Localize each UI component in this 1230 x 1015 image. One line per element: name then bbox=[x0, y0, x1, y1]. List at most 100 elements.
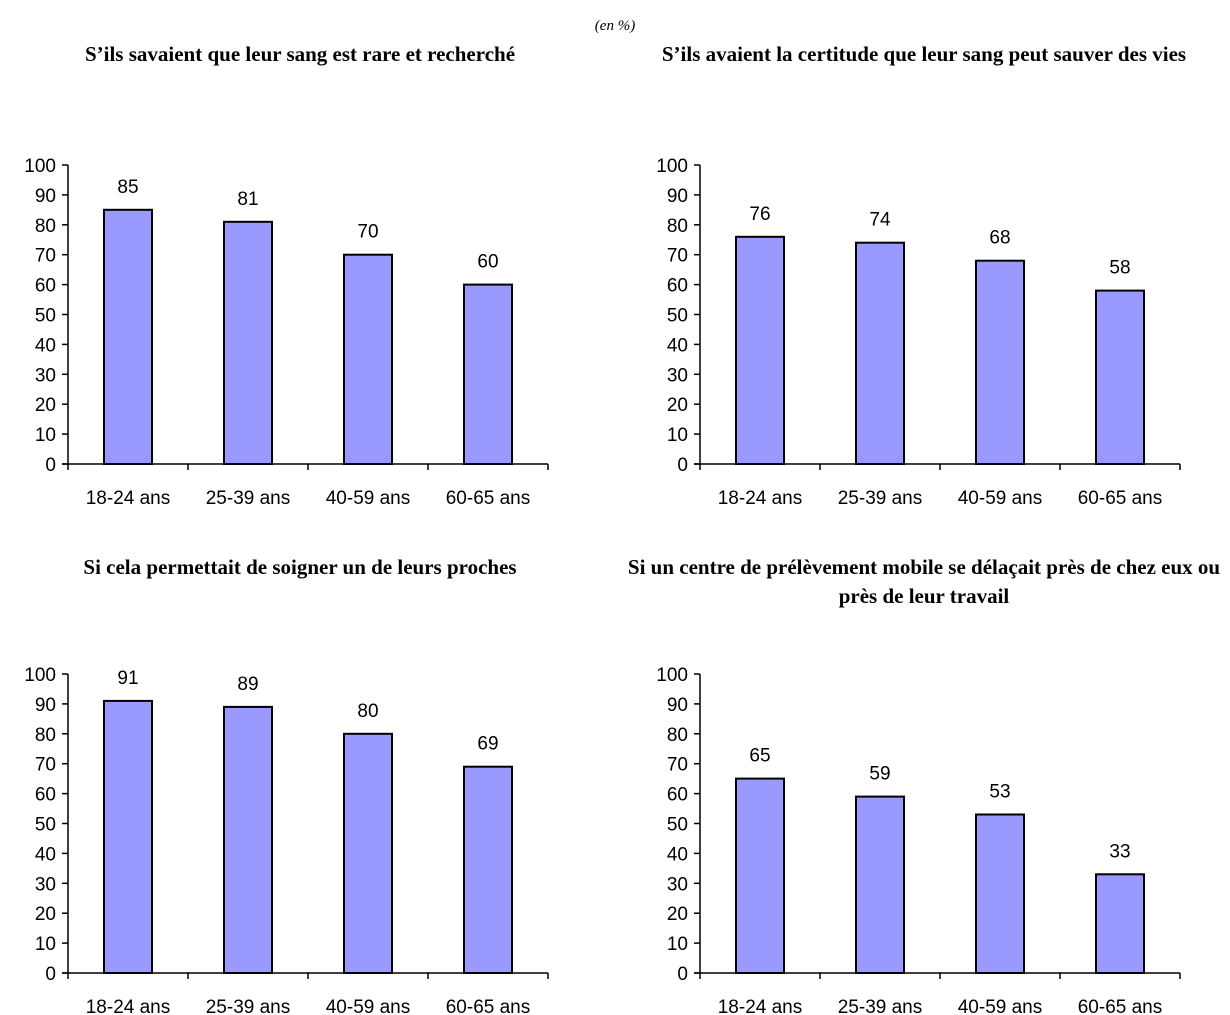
y-tick-label: 40 bbox=[667, 335, 688, 356]
bar bbox=[975, 813, 1025, 974]
bar bbox=[463, 765, 513, 975]
y-tick-label: 30 bbox=[35, 874, 56, 895]
y-tick-label: 100 bbox=[24, 156, 56, 177]
y-tick-label: 30 bbox=[667, 874, 688, 895]
y-tick-label: 20 bbox=[667, 395, 688, 416]
data-label: 65 bbox=[749, 746, 770, 767]
y-tick-label: 90 bbox=[667, 186, 688, 207]
y-tick-label: 100 bbox=[656, 665, 688, 686]
y-tick-label: 0 bbox=[677, 964, 688, 985]
x-tick-label: 25-39 ans bbox=[838, 488, 923, 509]
data-label: 89 bbox=[237, 674, 258, 695]
y-tick-label: 0 bbox=[45, 964, 56, 985]
bar bbox=[103, 208, 153, 465]
bar bbox=[735, 777, 785, 974]
bar bbox=[855, 795, 905, 974]
x-tick-label: 18-24 ans bbox=[86, 997, 171, 1015]
x-tick-label: 18-24 ans bbox=[718, 488, 803, 509]
data-label: 33 bbox=[1109, 841, 1130, 862]
data-label: 68 bbox=[989, 228, 1010, 249]
y-tick-label: 70 bbox=[667, 246, 688, 267]
y-tick-label: 40 bbox=[35, 844, 56, 865]
y-tick-label: 40 bbox=[35, 335, 56, 356]
x-tick-label: 40-59 ans bbox=[326, 488, 411, 509]
y-tick-label: 60 bbox=[667, 785, 688, 806]
x-tick-label: 40-59 ans bbox=[326, 997, 411, 1015]
chart-2: 76 74 68 58 0 10 20 30 40 50 60 70 80 90 100 18-24 ans 2… bbox=[656, 156, 1181, 509]
x-tick-label: 40-59 ans bbox=[958, 488, 1043, 509]
y-tick-label: 50 bbox=[35, 815, 56, 836]
bar bbox=[975, 259, 1025, 466]
y-tick-label: 30 bbox=[35, 365, 56, 386]
y-tick-label: 10 bbox=[667, 425, 688, 446]
bar bbox=[1095, 873, 1145, 974]
bar bbox=[343, 732, 393, 974]
y-tick-label: 20 bbox=[35, 395, 56, 416]
y-tick-label: 80 bbox=[35, 725, 56, 746]
bar bbox=[103, 699, 153, 975]
y-tick-label: 90 bbox=[35, 695, 56, 716]
y-tick-label: 60 bbox=[35, 785, 56, 806]
x-tick-label: 25-39 ans bbox=[206, 488, 291, 509]
bar bbox=[463, 283, 513, 465]
x-tick-label: 25-39 ans bbox=[838, 997, 923, 1015]
data-label: 59 bbox=[869, 764, 890, 785]
y-tick-label: 70 bbox=[667, 755, 688, 776]
chart-3: 91 89 80 69 0 10 20 30 40 50 60 70 80 90 100 18-24 ans 2… bbox=[24, 665, 549, 1015]
bar bbox=[1095, 289, 1145, 465]
y-tick-label: 10 bbox=[667, 934, 688, 955]
data-label: 74 bbox=[869, 210, 891, 231]
y-tick-label: 60 bbox=[35, 276, 56, 297]
chart-1-title: S’ils savaient que leur sang est rare et… bbox=[84, 42, 516, 66]
x-tick-label: 60-65 ans bbox=[1078, 488, 1163, 509]
x-tick-label: 18-24 ans bbox=[718, 997, 803, 1015]
x-tick-label: 60-65 ans bbox=[1078, 997, 1163, 1015]
chart-4: 65 59 53 33 0 10 20 30 40 50 60 70 80 90 100 18-24 ans 2… bbox=[656, 665, 1181, 1015]
y-tick-label: 100 bbox=[24, 665, 56, 686]
y-tick-label: 100 bbox=[656, 156, 688, 177]
data-label: 81 bbox=[237, 189, 258, 210]
y-tick-label: 60 bbox=[667, 276, 688, 297]
unit-note: (en %) bbox=[594, 18, 636, 34]
chart-3-title: Si cela permettait de soigner un de leur… bbox=[83, 555, 517, 579]
x-tick-label: 25-39 ans bbox=[206, 997, 291, 1015]
y-tick-label: 80 bbox=[667, 725, 688, 746]
data-label: 69 bbox=[477, 734, 498, 755]
data-label: 76 bbox=[749, 204, 770, 225]
bar bbox=[343, 253, 393, 465]
y-tick-label: 40 bbox=[667, 844, 688, 865]
bar bbox=[223, 705, 273, 975]
chart-4-title: Si un centre de prélèvement mobile se dé… bbox=[627, 555, 1221, 608]
y-tick-label: 30 bbox=[667, 365, 688, 386]
y-tick-label: 90 bbox=[35, 186, 56, 207]
y-tick-label: 0 bbox=[677, 455, 688, 476]
y-tick-label: 50 bbox=[667, 306, 688, 327]
y-tick-label: 0 bbox=[45, 455, 56, 476]
bar bbox=[735, 235, 785, 465]
data-label: 80 bbox=[357, 701, 378, 722]
y-tick-label: 20 bbox=[35, 904, 56, 925]
y-tick-label: 50 bbox=[35, 306, 56, 327]
x-tick-label: 40-59 ans bbox=[958, 997, 1043, 1015]
data-label: 58 bbox=[1109, 258, 1130, 279]
chart-1: 85 81 70 60 0 10 20 30 40 50 60 70 80 90 100 18-24 ans 2… bbox=[24, 156, 549, 509]
bar bbox=[855, 241, 905, 465]
data-label: 60 bbox=[477, 252, 498, 273]
data-label: 53 bbox=[989, 782, 1010, 803]
y-tick-label: 10 bbox=[35, 934, 56, 955]
y-tick-label: 50 bbox=[667, 815, 688, 836]
x-tick-label: 18-24 ans bbox=[86, 488, 171, 509]
bar bbox=[223, 220, 273, 465]
x-tick-label: 60-65 ans bbox=[446, 488, 531, 509]
data-label: 91 bbox=[117, 668, 138, 689]
data-label: 85 bbox=[117, 177, 138, 198]
y-tick-label: 20 bbox=[667, 904, 688, 925]
y-tick-label: 70 bbox=[35, 755, 56, 776]
x-tick-label: 60-65 ans bbox=[446, 997, 531, 1015]
y-tick-label: 10 bbox=[35, 425, 56, 446]
chart-2-title: S’ils avaient la certitude que leur sang… bbox=[661, 42, 1187, 66]
data-label: 70 bbox=[357, 222, 378, 243]
y-tick-label: 80 bbox=[35, 216, 56, 237]
y-tick-label: 70 bbox=[35, 246, 56, 267]
